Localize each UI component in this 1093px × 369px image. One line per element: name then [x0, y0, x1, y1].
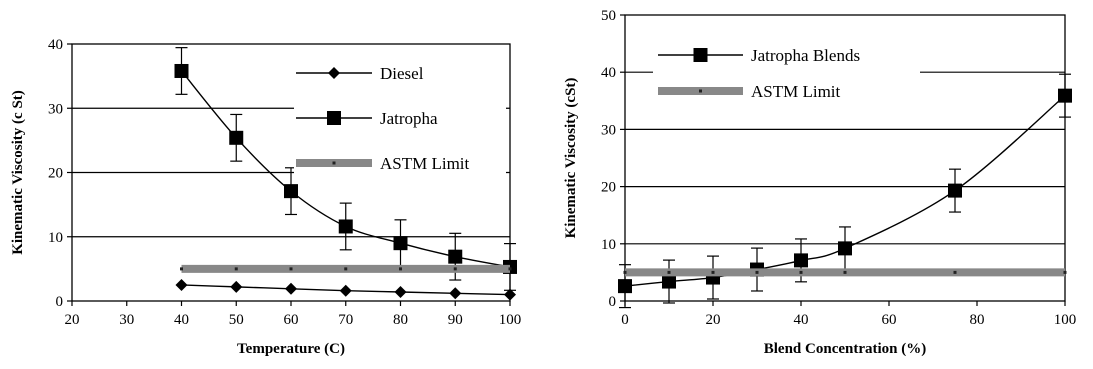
right-chart-series-jatropha-blends-point-5 — [838, 241, 852, 256]
left-chart-series-diesel-point-1 — [230, 280, 243, 293]
left-chart-legend-item-astm-limit-swatch-dot — [332, 161, 336, 165]
right-chart-y-tick-label-0: 0 — [609, 294, 617, 310]
left-chart-legend-item-jatropha-label: Jatropha — [380, 109, 438, 128]
right-chart-x-tick-label-0: 0 — [621, 312, 629, 328]
right-chart-series-jatropha-blends-point-7 — [1058, 88, 1072, 103]
right-chart-x-axis-title: Blend Concentration (%) — [764, 341, 927, 357]
left-chart-legend-item-jatropha-swatch-marker — [327, 111, 341, 125]
right-chart-series-jatropha-blends-point-4 — [794, 253, 808, 268]
left-chart-series-astm-limit-point-0 — [180, 267, 183, 271]
left-chart-y-tick-label-20: 20 — [48, 166, 63, 182]
right-chart-x-tick-label-60: 60 — [882, 312, 897, 328]
left-chart-legend-item-astm-limit-label: ASTM Limit — [380, 154, 470, 173]
left-chart-y-axis: 0 10 20 30 40 — [48, 37, 72, 310]
left-chart-x-tick-label-100: 100 — [499, 312, 522, 328]
right-chart-series-astm-limit-point-4 — [799, 270, 803, 274]
blend-viscosity-plot: 0 20 40 60 80 100 0 10 20 30 40 50 Blend Concentrati… — [563, 8, 1076, 357]
left-chart-y-tick-label-40: 40 — [48, 37, 63, 53]
right-chart-series-astm-limit-point-7 — [1063, 270, 1067, 274]
left-chart-series-jatropha-point-4 — [393, 236, 408, 251]
right-chart-x-tick-label-100: 100 — [1054, 312, 1077, 328]
left-chart-series-diesel-point-6 — [504, 288, 516, 301]
left-chart-x-tick-label-40: 40 — [174, 312, 189, 328]
left-chart-x-axis-title: Temperature (C) — [237, 341, 345, 357]
right-chart-series-astm-limit — [623, 268, 1067, 277]
left-chart-y-tick-label-0: 0 — [56, 294, 64, 310]
right-chart-series-astm-limit-point-0 — [623, 270, 627, 274]
left-chart-series-astm-limit-point-4 — [399, 267, 402, 271]
left-chart-legend-item-diesel-swatch-marker — [328, 67, 340, 79]
left-chart-series-astm-limit-point-2 — [289, 267, 293, 271]
left-chart-x-tick-label-60: 60 — [284, 312, 299, 328]
right-chart-series-astm-limit-point-2 — [711, 270, 715, 274]
right-chart-x-axis: 0 20 40 60 80 100 — [621, 301, 1076, 328]
right-chart-plot-frame — [624, 14, 1066, 302]
left-chart-series-astm-limit-point-1 — [234, 267, 238, 271]
left-chart-x-axis: 20 30 40 50 60 70 80 90 100 — [65, 301, 522, 328]
left-chart-series-jatropha-point-0 — [174, 63, 189, 78]
right-chart-x-tick-label-20: 20 — [706, 312, 721, 328]
right-chart-series-jatropha-blends-point-6 — [948, 183, 962, 198]
right-chart-series-jatropha-blends-point-0 — [618, 279, 632, 294]
right-chart-y-tick-label-30: 30 — [601, 122, 616, 138]
right-chart-series-astm-limit-point-5 — [843, 270, 847, 274]
right-chart-legend-item-jatropha-blends-swatch-marker — [693, 48, 708, 62]
left-chart-x-tick-label-30: 30 — [119, 312, 134, 328]
left-chart-legend-item-diesel-label: Diesel — [380, 64, 424, 83]
right-chart-x-tick-label-40: 40 — [794, 312, 809, 328]
right-chart-legend-item-jatropha-blends-label: Jatropha Blends — [751, 46, 860, 65]
left-chart-legend-item-jatropha: Jatropha — [294, 104, 506, 132]
right-chart-y-axis-title: Kinematic Viscosity (cSt) — [563, 78, 579, 239]
right-chart-series-astm-limit-point-6 — [953, 270, 957, 274]
right-chart-legend-item-astm-limit-label: ASTM Limit — [751, 82, 841, 101]
left-chart-y-axis-title: Kinematic Viscosity (c St) — [10, 90, 26, 255]
left-chart-series-diesel — [175, 278, 516, 301]
left-chart-series-astm-limit-point-3 — [344, 267, 348, 271]
right-chart-legend-item-astm-limit: ASTM Limit — [656, 77, 899, 105]
left-chart-y-tick-label-30: 30 — [48, 101, 63, 117]
left-chart-series-diesel-point-4 — [394, 286, 407, 299]
right-chart-y-axis: 0 10 20 30 40 50 — [601, 8, 625, 310]
right-chart-legend-item-astm-limit-swatch-dot — [699, 89, 702, 93]
left-chart-series-diesel-point-3 — [339, 284, 352, 297]
left-chart-x-tick-label-70: 70 — [338, 312, 353, 328]
left-chart-y-tick-label-10: 10 — [48, 230, 63, 246]
temperature-viscosity-chart: 20 30 40 50 60 70 80 90 100 0 10 20 30 40 Temperature … — [0, 0, 545, 369]
right-chart-legend-item-jatropha-blends: Jatropha Blends — [656, 41, 899, 69]
left-chart-series-jatropha-point-2 — [284, 184, 298, 199]
left-chart-legend-item-astm-limit: ASTM Limit — [294, 149, 506, 177]
right-chart-x-tick-label-80: 80 — [970, 312, 985, 328]
left-chart-legend: Diesel Jatropha ASTM Limit — [294, 59, 506, 177]
left-chart-series-astm-limit — [180, 264, 512, 273]
left-chart-series-diesel-point-0 — [175, 278, 188, 291]
left-chart-series-diesel-point-2 — [285, 282, 297, 295]
left-chart-series-jatropha-point-3 — [338, 219, 353, 234]
right-chart-series-jatropha-blends-point-1 — [662, 274, 676, 289]
left-chart-series-jatropha-point-1 — [229, 130, 244, 145]
left-chart-series-astm-limit-point-6 — [508, 267, 512, 271]
right-chart-y-tick-label-50: 50 — [601, 8, 616, 24]
left-chart-x-tick-label-90: 90 — [448, 312, 463, 328]
left-chart-series-astm-limit-point-5 — [453, 267, 457, 271]
left-chart-x-tick-label-80: 80 — [393, 312, 408, 328]
right-chart-series-astm-limit-point-1 — [667, 270, 671, 274]
left-chart-x-tick-label-20: 20 — [65, 312, 80, 328]
right-chart-y-tick-label-40: 40 — [601, 65, 616, 81]
left-chart-legend-item-diesel: Diesel — [294, 59, 506, 87]
right-chart-legend: Jatropha Blends ASTM Limit — [656, 41, 899, 105]
left-chart-series-diesel-point-5 — [449, 287, 462, 300]
right-chart-y-tick-label-10: 10 — [601, 237, 616, 253]
right-chart-y-tick-label-20: 20 — [601, 180, 616, 196]
right-chart-series-astm-limit-point-3 — [755, 270, 759, 274]
temperature-viscosity-plot: 20 30 40 50 60 70 80 90 100 0 10 20 30 40 Temperature … — [10, 37, 522, 357]
blend-viscosity-chart: 0 20 40 60 80 100 0 10 20 30 40 50 Blend Concentrati… — [548, 0, 1093, 369]
left-chart-series-jatropha-point-5 — [448, 249, 463, 264]
left-chart-x-tick-label-50: 50 — [229, 312, 244, 328]
